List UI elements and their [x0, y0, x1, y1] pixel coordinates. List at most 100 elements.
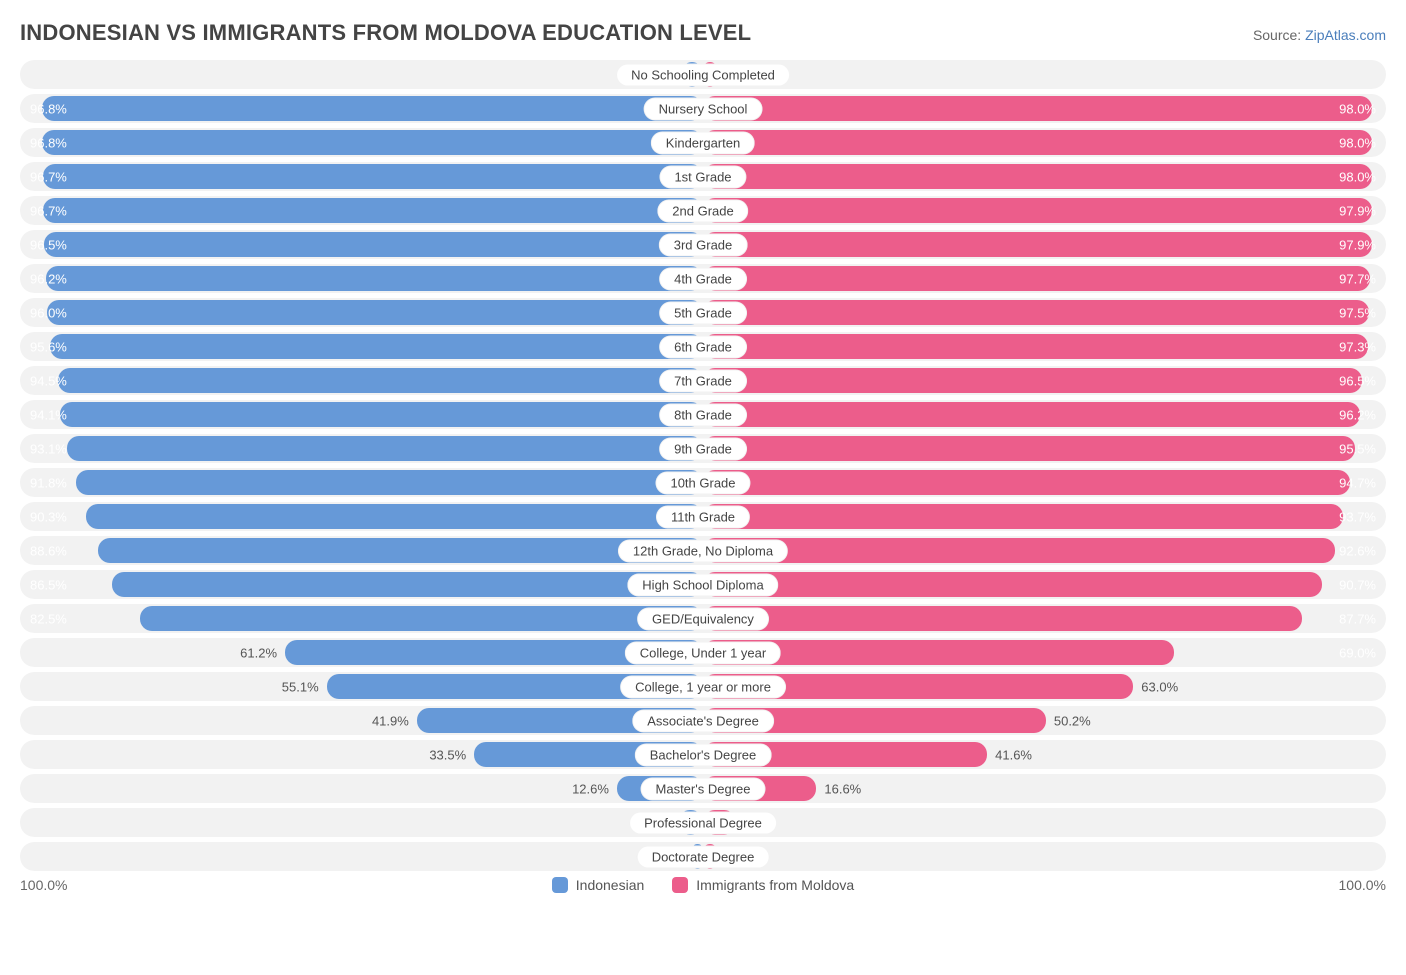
value-left: 96.7% [30, 169, 67, 184]
value-right: 95.5% [1339, 441, 1376, 456]
value-left: 96.0% [30, 305, 67, 320]
source-link[interactable]: ZipAtlas.com [1305, 27, 1386, 43]
chart-row: 3.7%4.9%Professional Degree [20, 808, 1386, 837]
value-right: 97.3% [1339, 339, 1376, 354]
value-right: 50.2% [1054, 713, 1091, 728]
category-label: 10th Grade [655, 471, 750, 494]
category-label: High School Diploma [627, 573, 778, 596]
value-right: 96.5% [1339, 373, 1376, 388]
chart-row: 88.6%92.6%12th Grade, No Diploma [20, 536, 1386, 565]
bar-right [703, 368, 1362, 393]
value-right: 96.2% [1339, 407, 1376, 422]
chart-footer: 100.0% Indonesian Immigrants from Moldov… [20, 877, 1386, 893]
category-label: 2nd Grade [657, 199, 748, 222]
bar-left [50, 334, 703, 359]
category-label: 5th Grade [659, 301, 747, 324]
chart-row: 94.5% 96.5% 7th Grade [20, 366, 1386, 395]
chart-row: 55.1%63.0%College, 1 year or more [20, 672, 1386, 701]
category-label: GED/Equivalency [637, 607, 769, 630]
bar-left [112, 572, 703, 597]
chart-container: INDONESIAN VS IMMIGRANTS FROM MOLDOVA ED… [20, 20, 1386, 893]
legend-label-left: Indonesian [576, 877, 645, 893]
chart-row: 96.7%97.9%2nd Grade [20, 196, 1386, 225]
legend-item-left: Indonesian [552, 877, 645, 893]
value-left: 94.5% [30, 373, 67, 388]
legend-swatch-left [552, 877, 568, 893]
chart-rows: 3.2%2.0%No Schooling Completed 96.8% 98.0%… [20, 60, 1386, 871]
axis-left-end: 100.0% [20, 877, 67, 893]
bar-right [703, 572, 1322, 597]
bar-right [703, 96, 1372, 121]
bar-right [703, 300, 1369, 325]
value-right: 90.7% [1339, 577, 1376, 592]
value-right: 41.6% [995, 747, 1032, 762]
value-left: 82.5% [30, 611, 67, 626]
bar-left [44, 232, 703, 257]
bar-right [703, 232, 1372, 257]
value-left: 88.6% [30, 543, 67, 558]
bar-left [42, 96, 703, 121]
chart-row: 90.3%93.7%11th Grade [20, 502, 1386, 531]
chart-row: 12.6% 16.6% Master's Degree [20, 774, 1386, 803]
category-label: 12th Grade, No Diploma [618, 539, 788, 562]
value-right: 98.0% [1339, 135, 1376, 150]
value-right: 87.7% [1339, 611, 1376, 626]
bar-left [140, 606, 703, 631]
bar-left [98, 538, 703, 563]
chart-row: 96.5%97.9%3rd Grade [20, 230, 1386, 259]
chart-row: 96.7%98.0%1st Grade [20, 162, 1386, 191]
value-left: 96.8% [30, 135, 67, 150]
category-label: Nursery School [644, 97, 763, 120]
value-left: 96.2% [30, 271, 67, 286]
chart-row: 1.6%2.0%Doctorate Degree [20, 842, 1386, 871]
value-left: 96.7% [30, 203, 67, 218]
value-right: 97.9% [1339, 237, 1376, 252]
bar-left [86, 504, 703, 529]
bar-right [703, 266, 1370, 291]
value-left: 55.1% [282, 679, 319, 694]
value-left: 96.5% [30, 237, 67, 252]
chart-row: 95.6%97.3%6th Grade [20, 332, 1386, 361]
bar-left [43, 198, 703, 223]
value-right: 97.5% [1339, 305, 1376, 320]
bar-right [703, 130, 1372, 155]
category-label: Master's Degree [641, 777, 766, 800]
chart-header: INDONESIAN VS IMMIGRANTS FROM MOLDOVA ED… [20, 20, 1386, 46]
bar-left [76, 470, 703, 495]
category-label: No Schooling Completed [616, 63, 790, 86]
value-left: 94.1% [30, 407, 67, 422]
chart-row: 96.0% 97.5% 5th Grade [20, 298, 1386, 327]
chart-row: 96.8% 98.0% Kindergarten [20, 128, 1386, 157]
category-label: Bachelor's Degree [635, 743, 772, 766]
category-label: 6th Grade [659, 335, 747, 358]
value-left: 90.3% [30, 509, 67, 524]
category-label: Associate's Degree [632, 709, 774, 732]
value-right: 16.6% [824, 781, 861, 796]
bar-left [47, 300, 703, 325]
value-left: 12.6% [572, 781, 609, 796]
value-left: 61.2% [240, 645, 277, 660]
value-left: 41.9% [372, 713, 409, 728]
chart-row: 3.2%2.0%No Schooling Completed [20, 60, 1386, 89]
chart-row: 91.8%94.7%10th Grade [20, 468, 1386, 497]
chart-title: INDONESIAN VS IMMIGRANTS FROM MOLDOVA ED… [20, 20, 751, 46]
value-left: 93.1% [30, 441, 67, 456]
legend-label-right: Immigrants from Moldova [696, 877, 854, 893]
value-left: 91.8% [30, 475, 67, 490]
bar-left [46, 266, 703, 291]
value-right: 98.0% [1339, 101, 1376, 116]
category-label: Kindergarten [651, 131, 755, 154]
value-left: 33.5% [429, 747, 466, 762]
category-label: 7th Grade [659, 369, 747, 392]
bar-left [67, 436, 703, 461]
bar-left [42, 130, 703, 155]
chart-row: 86.5%90.7%High School Diploma [20, 570, 1386, 599]
bar-right [703, 436, 1355, 461]
bar-right [703, 504, 1343, 529]
value-right: 69.0% [1339, 645, 1376, 660]
value-right: 97.7% [1339, 271, 1376, 286]
category-label: Professional Degree [629, 811, 777, 834]
bar-right [703, 402, 1360, 427]
bar-right [703, 606, 1302, 631]
chart-row: 82.5% 87.7% GED/Equivalency [20, 604, 1386, 633]
